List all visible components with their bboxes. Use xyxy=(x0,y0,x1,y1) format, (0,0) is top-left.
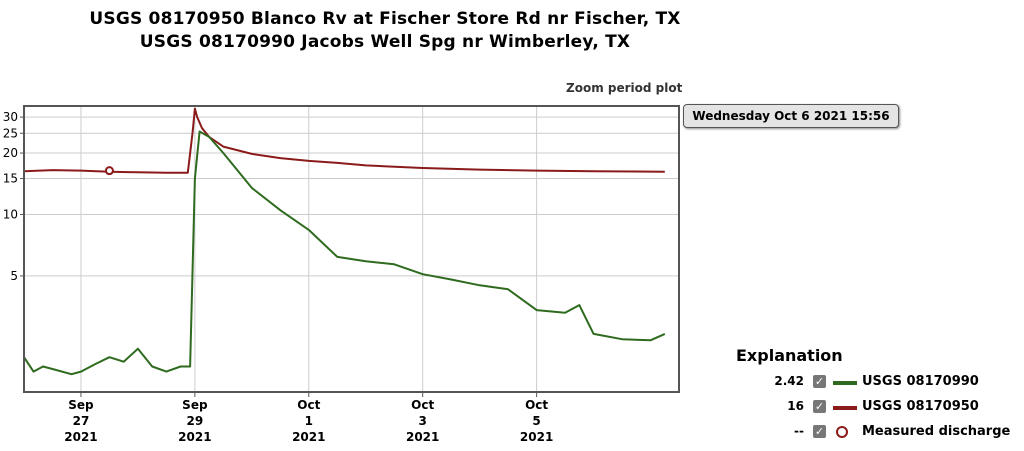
x-tick-label: 3 xyxy=(419,414,427,428)
x-tick-label: 2021 xyxy=(406,430,439,444)
legend-current-value: 2.42 xyxy=(774,374,804,388)
x-tick-label: 1 xyxy=(305,414,313,428)
y-tick-label: 10 xyxy=(3,207,18,221)
chart-title-line-1: USGS 08170950 Blanco Rv at Fischer Store… xyxy=(89,9,681,29)
green-line-swatch xyxy=(833,381,857,385)
legend-item-measured: -- ✓ Measured discharge xyxy=(720,424,1020,442)
x-tick-label: Oct xyxy=(525,398,548,412)
chart-title-line-2: USGS 08170990 Jacobs Well Spg nr Wimberl… xyxy=(139,32,631,52)
legend-current-value: 16 xyxy=(787,399,804,413)
plot-area xyxy=(24,106,679,392)
legend-series-label: Measured discharge xyxy=(862,424,1011,439)
y-tick-label: 30 xyxy=(3,110,18,124)
x-tick-label: 2021 xyxy=(178,430,211,444)
legend-current-value: -- xyxy=(794,424,804,438)
legend-item-08170950: 16 ✓ USGS 08170950 xyxy=(720,399,1020,417)
x-tick-label: Oct xyxy=(411,398,434,412)
x-tick-label: 27 xyxy=(73,414,90,428)
x-tick-label: 2021 xyxy=(64,430,97,444)
x-tick-label: 5 xyxy=(532,414,540,428)
x-tick-label: Sep xyxy=(68,398,94,412)
y-tick-label: 15 xyxy=(3,172,18,186)
zoom-period-plot-link[interactable]: Zoom period plot xyxy=(566,81,683,95)
circle-marker-icon xyxy=(836,426,848,438)
measured-discharge-marker xyxy=(104,166,114,176)
red-line-swatch xyxy=(833,406,857,410)
legend-series-label: USGS 08170990 xyxy=(862,374,979,389)
legend-title: Explanation xyxy=(736,346,843,365)
discharge-chart: 5 10 15 20 25 30 Sep 27 2021 Sep 29 2021 Oct 1 2021 Oct… xyxy=(3,105,680,444)
series-line-usgs-08170990 xyxy=(23,130,666,376)
legend-series-label: USGS 08170950 xyxy=(862,399,979,414)
hover-date-tooltip: Wednesday Oct 6 2021 15:56 xyxy=(683,104,899,128)
x-tick-label: 29 xyxy=(187,414,204,428)
y-tick-label: 20 xyxy=(3,146,18,160)
x-tick-label: 2021 xyxy=(292,430,325,444)
x-tick-label: 2021 xyxy=(520,430,553,444)
x-tick-label: Oct xyxy=(297,398,320,412)
series-toggle-checkbox[interactable]: ✓ xyxy=(813,375,826,388)
legend-item-08170990: 2.42 ✓ USGS 08170990 xyxy=(720,374,1020,392)
y-tick-label: 5 xyxy=(10,269,18,283)
plot-frame xyxy=(23,105,680,393)
series-toggle-checkbox[interactable]: ✓ xyxy=(813,400,826,413)
y-tick-label: 25 xyxy=(3,126,18,140)
x-tick-label: Sep xyxy=(182,398,208,412)
series-toggle-checkbox[interactable]: ✓ xyxy=(813,425,826,438)
